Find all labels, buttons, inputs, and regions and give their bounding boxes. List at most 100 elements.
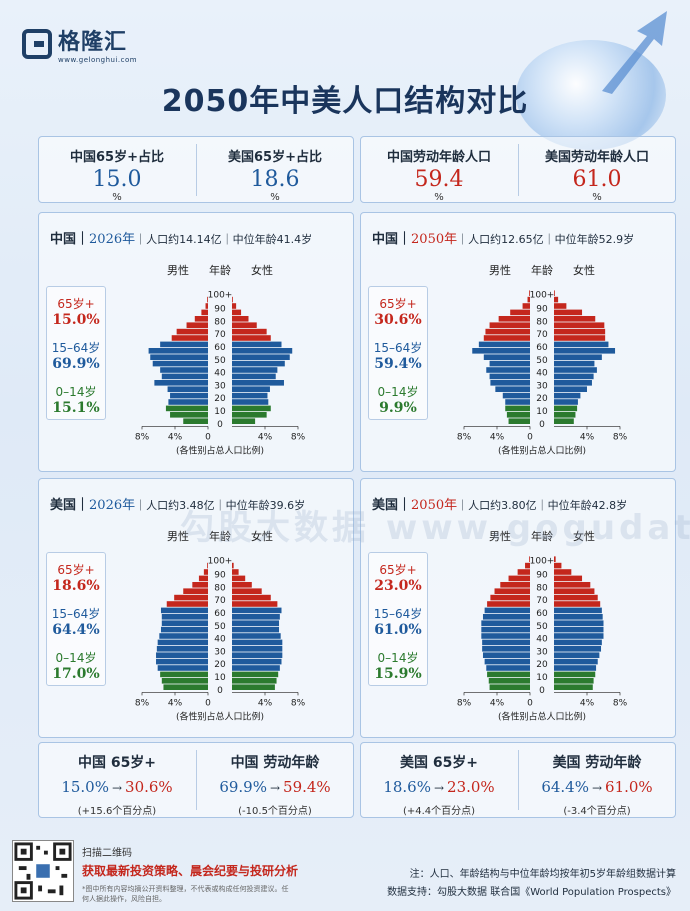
female-bar: [554, 348, 616, 354]
female-bar: [554, 646, 602, 652]
male-bar: [489, 322, 530, 328]
female-bar: [554, 399, 578, 405]
panel-heading: 美国｜2050年｜人口约3.80亿｜中位年龄42.8岁: [372, 494, 627, 513]
male-bar: [157, 639, 208, 646]
x-tick-label: 0: [205, 432, 211, 442]
female-bar: [232, 335, 271, 341]
male-bar: [161, 620, 208, 626]
population-label: 人口约3.80亿: [468, 499, 537, 512]
female-bar: [554, 614, 603, 620]
comparison-item: 美国 65岁+ 18.6% → 23.0% (+4.4个百分点): [361, 752, 517, 817]
age-group-item: 0–14岁 9.9%: [369, 383, 427, 416]
female-bar: [554, 418, 574, 424]
male-bar: [161, 373, 208, 380]
female-bar: [554, 412, 576, 418]
male-bar: [505, 405, 530, 412]
age-group-name: 15–64岁: [51, 341, 101, 355]
x-tick-label: 8%: [291, 698, 306, 708]
age-tick-label: 90: [214, 305, 226, 315]
female-bar: [554, 678, 594, 684]
female-bar: [554, 367, 597, 373]
qr-code-icon[interactable]: [12, 840, 74, 902]
logo[interactable]: 格隆汇 www.gelonghui.com: [22, 24, 137, 64]
female-bar: [554, 328, 606, 335]
age-tick-label: 50: [536, 356, 548, 366]
female-bar: [554, 575, 583, 582]
female-bar: [554, 386, 587, 392]
female-bar: [554, 607, 602, 614]
age-group-item: 0–14岁 17.0%: [47, 649, 105, 682]
male-bar: [498, 316, 530, 322]
male-bar: [205, 303, 208, 309]
age-group-value: 15.0%: [52, 312, 100, 328]
male-bar: [488, 678, 530, 684]
female-bar: [554, 392, 581, 399]
male-bar: [160, 341, 208, 348]
male-bar: [170, 392, 208, 399]
female-bar: [554, 309, 583, 316]
footer-notes: 注：人口、年龄结构与中位年龄均按年初5岁年龄组数据计算 数据支持：勾股大数据 联…: [387, 866, 676, 902]
female-bar: [554, 652, 600, 658]
female-bar: [232, 412, 267, 418]
age-group-name: 65岁+: [57, 563, 95, 577]
female-bar: [232, 684, 275, 690]
female-bar: [554, 562, 562, 569]
page-title: 2050年中美人口结构对比: [161, 84, 529, 119]
age-group-legend: 65岁+ 15.0% 15–64岁 69.9% 0–14岁 15.1%: [46, 286, 106, 420]
stat-value: 61.0: [572, 167, 622, 192]
male-bar: [483, 335, 530, 341]
male-bar: [484, 658, 530, 665]
age-tick-label: 50: [536, 622, 548, 632]
female-bar: [232, 386, 270, 392]
stat-unit: %: [434, 192, 444, 203]
population-pyramid-chart: 男性 年龄 女性 100+ 90 80 70 60 50 40 30 20 10 0 8% 4% 0 4% 8% (各…: [457, 530, 628, 722]
age-tick-label: 80: [536, 317, 548, 327]
male-bar: [194, 316, 208, 322]
male-bar: [160, 671, 208, 678]
separator: ｜: [221, 233, 233, 246]
female-bar: [232, 633, 281, 639]
age-group-name: 15–64岁: [373, 607, 423, 621]
separator: ｜: [76, 498, 90, 513]
country-name: 美国: [372, 498, 399, 513]
comparison-title: 中国 劳动年龄: [230, 755, 320, 771]
male-bar: [481, 620, 530, 626]
panel-heading: 美国｜2026年｜人口约3.48亿｜中位年龄39.6岁: [50, 494, 305, 513]
population-pyramid-chart: 男性 年龄 女性 100+ 90 80 70 60 50 40 30 20 10 0 8% 4% 0 4% 8% (各…: [135, 264, 306, 456]
male-bar: [472, 348, 530, 354]
age-tick-label: 10: [536, 673, 548, 683]
x-tick-label: 4%: [580, 698, 595, 708]
arrow-icon: →: [591, 781, 603, 795]
comparison-item: 中国 65岁+ 15.0% → 30.6% (+15.6个百分点): [39, 752, 195, 817]
male-header: 男性: [489, 264, 511, 277]
divider: [196, 750, 197, 810]
female-bar: [554, 303, 567, 309]
change-delta: (-10.5个百分点): [238, 806, 312, 817]
female-bar: [232, 418, 256, 424]
separator: ｜: [457, 499, 469, 512]
female-bar: [554, 665, 597, 671]
male-bar: [170, 412, 208, 418]
x-tick-label: 0: [205, 698, 211, 708]
male-bar: [150, 354, 208, 360]
age-group-item: 65岁+ 23.0%: [369, 561, 427, 594]
value-from: 69.9%: [219, 778, 267, 796]
population-label: 人口约3.48亿: [146, 499, 215, 512]
stat-unit: %: [112, 192, 122, 203]
male-bar: [481, 633, 530, 639]
age-tick-label: 60: [214, 343, 226, 353]
age-tick-label: 80: [214, 317, 226, 327]
change-delta: (-3.4个百分点): [563, 806, 631, 817]
age-tick-label: 30: [214, 647, 226, 657]
age-tick-label: 100+: [530, 290, 555, 300]
female-bar: [554, 316, 596, 322]
male-bar: [489, 360, 530, 367]
male-bar: [508, 575, 530, 582]
female-bar: [554, 354, 602, 360]
value-to: 59.4%: [283, 778, 331, 796]
female-bar: [232, 620, 280, 626]
age-group-name: 0–14岁: [55, 385, 97, 399]
male-bar: [517, 569, 530, 575]
female-header: 女性: [251, 530, 273, 543]
age-tick-label: 0: [539, 686, 545, 696]
